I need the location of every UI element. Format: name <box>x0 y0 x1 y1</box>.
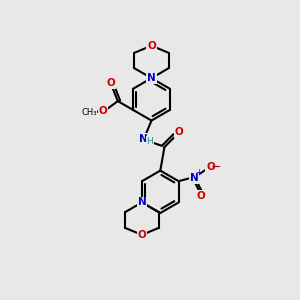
Text: N: N <box>138 197 146 207</box>
Text: O: O <box>99 106 107 116</box>
Text: N: N <box>139 134 148 144</box>
Text: +: + <box>195 168 202 177</box>
Text: N: N <box>190 173 198 183</box>
Text: O: O <box>175 127 184 137</box>
Text: N: N <box>147 73 156 83</box>
Text: H: H <box>146 137 153 146</box>
Text: CH₃: CH₃ <box>81 108 97 117</box>
Text: O: O <box>138 230 146 240</box>
Text: −: − <box>211 160 221 174</box>
Text: O: O <box>106 78 115 88</box>
Text: O: O <box>197 190 206 201</box>
Text: O: O <box>206 162 215 172</box>
Text: O: O <box>147 41 156 51</box>
